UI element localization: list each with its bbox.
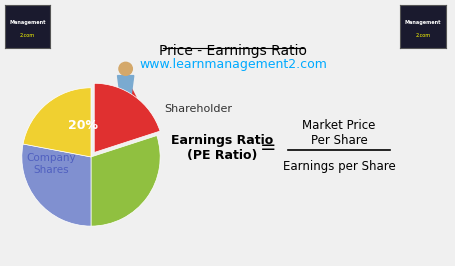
Text: Price - Earnings Ratio: Price - Earnings Ratio xyxy=(159,44,307,58)
Circle shape xyxy=(119,62,132,75)
Wedge shape xyxy=(94,83,160,152)
Text: Management: Management xyxy=(405,20,441,25)
Wedge shape xyxy=(91,136,160,226)
Text: 2.com: 2.com xyxy=(415,33,431,38)
Text: www.learnmanagement2.com: www.learnmanagement2.com xyxy=(139,57,327,70)
Polygon shape xyxy=(113,97,120,122)
Text: Shareholder: Shareholder xyxy=(164,104,233,114)
Text: Management: Management xyxy=(9,20,46,25)
Wedge shape xyxy=(23,88,91,157)
Text: =: = xyxy=(260,139,277,157)
Polygon shape xyxy=(117,76,134,97)
Text: Market Price
Per Share: Market Price Per Share xyxy=(302,119,376,147)
Text: 20%: 20% xyxy=(68,119,98,132)
Polygon shape xyxy=(130,97,137,122)
Text: Earnings Ratio
(PE Ratio): Earnings Ratio (PE Ratio) xyxy=(172,134,274,162)
Polygon shape xyxy=(103,77,148,122)
Text: Company
Shares: Company Shares xyxy=(26,153,76,175)
Wedge shape xyxy=(22,144,91,226)
Text: 2.com: 2.com xyxy=(20,33,35,38)
Text: Earnings per Share: Earnings per Share xyxy=(283,160,395,173)
